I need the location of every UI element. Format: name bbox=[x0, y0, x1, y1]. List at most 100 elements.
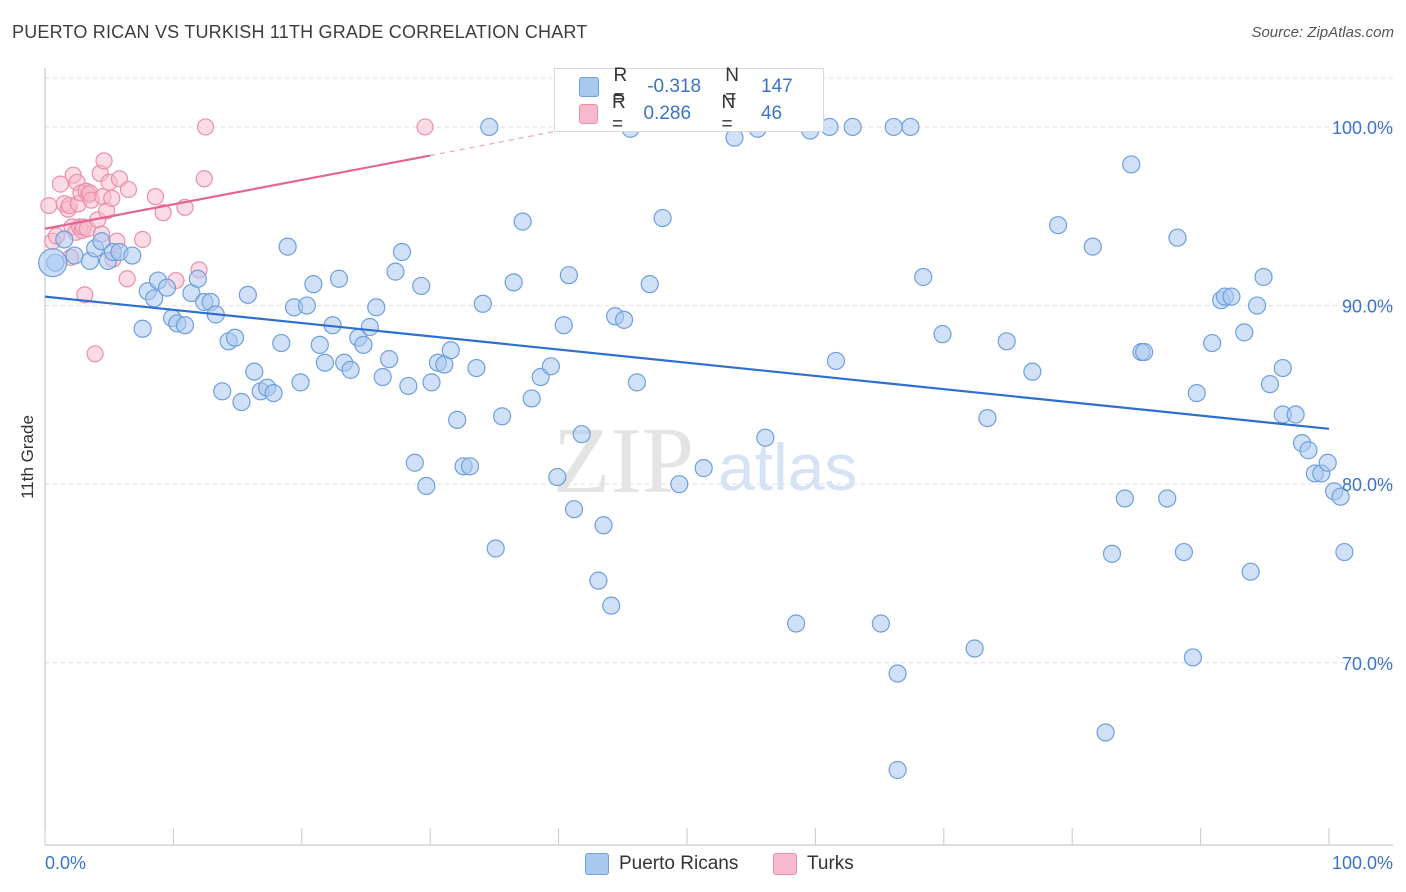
puerto-ricans-point-86 bbox=[653, 208, 672, 228]
puerto-ricans-point-53 bbox=[405, 453, 424, 472]
puerto-ricans-point-77 bbox=[572, 425, 591, 444]
puerto-ricans-point-132 bbox=[1286, 405, 1305, 424]
puerto-ricans-point-73 bbox=[548, 467, 567, 487]
puerto-ricans-point-78 bbox=[589, 571, 608, 590]
puerto-ricans-point-49 bbox=[380, 350, 399, 369]
legend-r-value-turks: 0.286 bbox=[643, 103, 692, 124]
turks-point-38 bbox=[146, 188, 165, 206]
puerto-ricans-point-103 bbox=[933, 325, 952, 344]
puerto-ricans-point-64 bbox=[473, 294, 492, 313]
bottom-legend-swatch-pink bbox=[773, 853, 797, 875]
bottom-legend-label-puerto-ricans: Puerto Ricans bbox=[619, 853, 739, 874]
puerto-ricans-point-35 bbox=[291, 373, 310, 392]
puerto-ricans-point-87 bbox=[670, 475, 689, 494]
puerto-ricans-point-108 bbox=[1048, 216, 1068, 235]
puerto-ricans-point-14 bbox=[157, 278, 177, 297]
puerto-ricans-point-131 bbox=[1273, 358, 1292, 378]
chart-title: PUERTO RICAN VS TURKISH 11TH GRADE CORRE… bbox=[12, 22, 588, 42]
puerto-ricans-point-111 bbox=[1102, 544, 1122, 563]
x-tick-label-max: 100.0% bbox=[1332, 853, 1393, 873]
legend-swatch-pink bbox=[579, 104, 598, 124]
puerto-ricans-point-110 bbox=[1096, 723, 1115, 742]
puerto-ricans-point-74 bbox=[554, 316, 573, 335]
puerto-ricans-point-38 bbox=[310, 335, 329, 354]
x-tick-label-min: 0.0% bbox=[45, 853, 86, 873]
puerto-ricans-point-10 bbox=[133, 319, 152, 338]
puerto-ricans-point-33 bbox=[278, 237, 297, 256]
correlation-legend: R = -0.318 N = 147 R = 0.286 N = 46 bbox=[554, 65, 824, 135]
turks-point-35 bbox=[118, 270, 136, 288]
turks-trend-line bbox=[44, 154, 431, 230]
legend-swatch-blue bbox=[579, 77, 600, 97]
puerto-ricans-point-72 bbox=[541, 357, 560, 376]
puerto-ricans-point-97 bbox=[871, 614, 890, 633]
puerto-ricans-point-101 bbox=[901, 117, 920, 137]
puerto-ricans-point-54 bbox=[412, 276, 431, 296]
turks-point-3 bbox=[51, 175, 70, 193]
turks-point-17 bbox=[76, 286, 94, 304]
puerto-ricans-point-32 bbox=[272, 333, 291, 353]
source-label: Source: ZipAtlas.com bbox=[1251, 24, 1394, 41]
puerto-ricans-point-125 bbox=[1235, 323, 1254, 342]
turks-point-43 bbox=[195, 170, 213, 188]
puerto-ricans-point-9 bbox=[123, 246, 142, 265]
puerto-ricans-point-140 bbox=[1335, 542, 1354, 562]
puerto-ricans-point-100 bbox=[888, 664, 907, 683]
legend-n-label: N = bbox=[721, 92, 736, 135]
legend-r-label: R = bbox=[611, 92, 626, 135]
puerto-ricans-point-48 bbox=[373, 367, 392, 387]
puerto-ricans-point-36 bbox=[297, 296, 317, 315]
puerto-ricans-point-51 bbox=[392, 242, 412, 262]
puerto-ricans-point-105 bbox=[978, 408, 997, 428]
puerto-ricans-point-121 bbox=[1203, 333, 1222, 353]
y-axis-label: 11th Grade bbox=[18, 415, 37, 499]
legend-n-value-turks: 46 bbox=[760, 103, 783, 124]
turks-point-45 bbox=[416, 118, 434, 136]
puerto-ricans-point-98 bbox=[884, 117, 903, 137]
puerto-ricans-point-26 bbox=[232, 392, 251, 412]
puerto-ricans-point-55 bbox=[417, 476, 436, 496]
bottom-legend-label-turks: Turks bbox=[807, 853, 854, 874]
puerto-ricans-point-63 bbox=[467, 358, 486, 378]
puerto-ricans-point-84 bbox=[627, 373, 647, 392]
puerto-ricans-point-80 bbox=[602, 596, 621, 615]
puerto-ricans-point-85 bbox=[640, 275, 659, 294]
puerto-ricans-point-102 bbox=[914, 267, 933, 287]
legend-row-turks: R = 0.286 N = 46 bbox=[579, 92, 823, 135]
turks-point-31 bbox=[103, 189, 121, 207]
legend-n-value-puerto-ricans: 147 bbox=[761, 76, 793, 97]
puerto-ricans-point-112 bbox=[1115, 489, 1134, 508]
puerto-ricans-point-117 bbox=[1168, 228, 1187, 247]
puerto-ricans-point-82 bbox=[614, 310, 634, 329]
puerto-ricans-point-43 bbox=[341, 360, 360, 379]
puerto-ricans-point-137 bbox=[1318, 453, 1337, 472]
puerto-ricans-point-59 bbox=[441, 341, 460, 360]
tick-labels: 100.0% 90.0% 80.0% 70.0% 0.0% 100.0% bbox=[45, 118, 1393, 873]
puerto-ricans-point-17 bbox=[175, 316, 195, 335]
puerto-ricans-trend-line bbox=[44, 295, 1330, 430]
puerto-ricans-cluster-point bbox=[38, 248, 68, 278]
puerto-ricans-point-116 bbox=[1158, 489, 1177, 508]
puerto-ricans-points bbox=[38, 117, 1354, 780]
turks-point-28 bbox=[95, 152, 113, 170]
puerto-ricans-point-75 bbox=[559, 266, 578, 285]
turks-point-37 bbox=[133, 230, 152, 249]
turks-point-23 bbox=[86, 345, 104, 363]
puerto-ricans-point-119 bbox=[1183, 648, 1202, 667]
legend-r-label: R = bbox=[613, 65, 628, 108]
puerto-ricans-point-60 bbox=[448, 410, 467, 429]
puerto-ricans-point-79 bbox=[594, 516, 613, 535]
bottom-legend-puerto-ricans: Puerto Ricans bbox=[585, 852, 738, 876]
puerto-ricans-point-37 bbox=[304, 275, 323, 294]
puerto-ricans-point-128 bbox=[1254, 267, 1273, 287]
puerto-ricans-point-31 bbox=[264, 383, 283, 403]
puerto-ricans-point-46 bbox=[360, 317, 379, 337]
puerto-ricans-point-109 bbox=[1083, 237, 1102, 256]
puerto-ricans-point-118 bbox=[1174, 542, 1194, 562]
puerto-ricans-point-127 bbox=[1247, 296, 1267, 315]
puerto-ricans-point-47 bbox=[367, 298, 386, 317]
puerto-ricans-point-67 bbox=[493, 407, 512, 426]
puerto-ricans-point-56 bbox=[422, 373, 441, 392]
puerto-ricans-point-139 bbox=[1331, 487, 1350, 506]
